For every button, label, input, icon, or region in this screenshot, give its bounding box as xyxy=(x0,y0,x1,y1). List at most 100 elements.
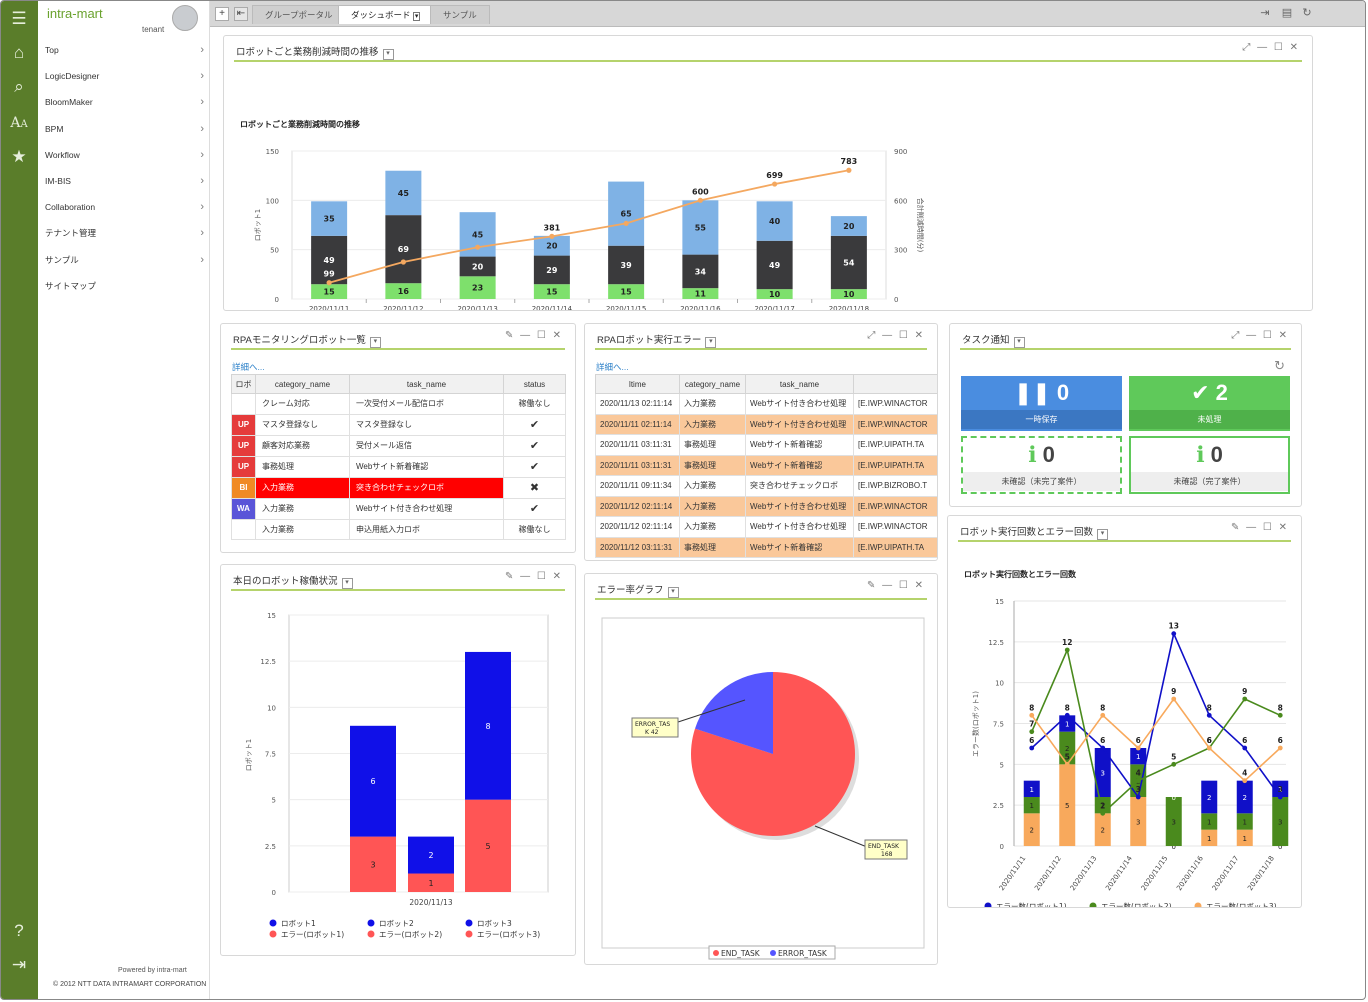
help-icon[interactable]: ? xyxy=(14,921,24,940)
refresh-icon[interactable]: ↻ xyxy=(1302,7,1312,19)
portlet-controls-icon[interactable]: ✎ — ☐ ✕ xyxy=(504,330,563,341)
callout-label: ERROR_TAS xyxy=(635,721,670,728)
status-cell: ✔ xyxy=(503,413,566,436)
column-header[interactable]: category_name xyxy=(255,374,350,394)
table-row[interactable]: UP 顧客対応業務 受付メール返信 ✔ xyxy=(231,434,566,457)
table-row[interactable]: 2020/11/11 03:11:31 事務処理 Webサイト新着確認 [E.IWP.… xyxy=(595,454,937,476)
column-header[interactable]: task_name xyxy=(745,374,854,394)
avatar[interactable] xyxy=(172,5,198,31)
table-row[interactable]: WA 入力業務 Webサイト付き合わせ処理 ✔ xyxy=(231,497,566,520)
table-row[interactable]: 2020/11/11 02:11:14 入力業務 Webサイト付き合わせ処理 [E.I… xyxy=(595,413,937,435)
search-icon[interactable]: ⌕ xyxy=(14,77,24,96)
y-tick-label: 100 xyxy=(266,197,279,205)
table-row[interactable]: UP マスタ登録なし マスタ登録なし ✔ xyxy=(231,413,566,436)
category-cell: 顧客対応業務 xyxy=(255,434,350,457)
tile-pending[interactable]: ✔ 2 未処理 xyxy=(1129,376,1290,431)
series-line xyxy=(1031,697,1281,782)
sidebar-item[interactable]: Top › xyxy=(38,39,210,65)
table-row[interactable]: 2020/11/13 02:11:14 入力業務 Webサイト付き合わせ処理 [E.I… xyxy=(595,393,937,415)
column-header[interactable]: ロボ xyxy=(231,374,256,394)
data-label: 1 xyxy=(1101,802,1105,810)
sidebar-item[interactable]: サイトマップ xyxy=(38,275,210,301)
sidebar-item[interactable]: BPM › xyxy=(38,118,210,144)
column-header[interactable]: task_name xyxy=(349,374,504,394)
logout-icon[interactable]: ⇥ xyxy=(11,955,27,974)
table-row[interactable]: BI 入力業務 突き合わせチェックロボ ✖ xyxy=(231,476,566,499)
legend-label: ロボット1 xyxy=(281,919,316,928)
portlet-controls-icon[interactable]: ✎ — ☐ ✕ xyxy=(504,571,563,582)
sidebar-item[interactable]: テナント管理 › xyxy=(38,222,210,248)
status-cell: ✖ xyxy=(503,476,566,499)
tab-menu-icon[interactable]: ▾ xyxy=(412,12,421,21)
bar-segment xyxy=(1059,764,1076,846)
sidebar-item[interactable]: LogicDesigner › xyxy=(38,65,210,91)
legend-swatch xyxy=(367,930,375,938)
time-cell: 2020/11/12 02:11:14 xyxy=(595,495,680,517)
sidebar-item[interactable]: BloomMaker › xyxy=(38,91,210,117)
expand-icon[interactable]: ⇥ xyxy=(1260,7,1270,19)
detail-link[interactable]: 詳細へ... xyxy=(596,362,629,372)
x-tick-label: 2020/11/11 xyxy=(309,305,349,310)
line-point xyxy=(1100,712,1106,718)
task-cell: Webサイト新着確認 xyxy=(349,455,504,478)
y2-tick-label: 900 xyxy=(894,148,907,156)
tile-saved[interactable]: ❚❚ 0 一時保存 xyxy=(961,376,1122,431)
layout-icon[interactable]: ▤ xyxy=(1281,7,1293,19)
star-icon[interactable]: ★ xyxy=(11,147,27,166)
tab-dashboard[interactable]: ダッシュボード ▾ xyxy=(338,5,434,24)
y-tick-label: 10 xyxy=(995,680,1004,688)
tile-unconfirmed-open[interactable]: ℹ 0 未確認（未完了案件） xyxy=(961,436,1122,494)
y-tick-label: 50 xyxy=(270,247,279,255)
table-row[interactable]: 2020/11/12 02:11:14 入力業務 Webサイト付き合わせ処理 [E.I… xyxy=(595,495,937,517)
sidebar-item[interactable]: Collaboration › xyxy=(38,196,210,222)
column-header[interactable] xyxy=(853,374,937,394)
table-row[interactable]: クレーム対応 一次受付メール配信ロボ 稼働なし xyxy=(231,393,566,415)
table-row[interactable]: 2020/11/11 03:11:31 事務処理 Webサイト新着確認 [E.IWP.… xyxy=(595,434,937,456)
x-tick-label: 2020/11/16 xyxy=(1175,854,1205,892)
tile-unconfirmed-done[interactable]: ℹ 0 未確認（完了案件） xyxy=(1129,436,1290,494)
portlet-controls-icon[interactable]: ⤢ — ☐ ✕ xyxy=(1242,42,1300,53)
collapse-icon[interactable]: ⇤ xyxy=(234,7,248,21)
copyright: © 2012 NTT DATA INTRAMART CORPORATION xyxy=(53,981,207,988)
data-label: 10 xyxy=(843,290,855,299)
sidebar-item[interactable]: Workflow › xyxy=(38,144,210,170)
bar-segment xyxy=(756,289,793,299)
bar-segment xyxy=(385,170,422,216)
table-row[interactable]: 2020/11/11 09:11:34 入力業務 突き合わせチェックロボ [E.IWP… xyxy=(595,475,937,497)
tab-sample[interactable]: サンプル xyxy=(430,5,490,24)
portlet-title[interactable]: タスク通知 xyxy=(962,332,1025,348)
column-header[interactable]: ltime xyxy=(595,374,680,394)
tenant-label[interactable]: tenant xyxy=(142,25,165,34)
column-header[interactable]: status xyxy=(503,374,566,394)
portlet-title[interactable]: エラー率グラフ xyxy=(597,582,679,598)
portlet-controls-icon[interactable]: ✎ — ☐ ✕ xyxy=(1230,522,1289,533)
menu-icon[interactable]: ☰ xyxy=(11,9,27,28)
legend-swatch xyxy=(1194,902,1202,907)
portlet-title[interactable]: RPAロボット実行エラー xyxy=(597,332,716,348)
table-row[interactable]: 2020/11/12 03:11:31 事務処理 Webサイト新着確認 [E.IWP.… xyxy=(595,536,937,558)
bar-segment xyxy=(608,245,645,285)
home-icon[interactable]: ⌂ xyxy=(13,43,25,62)
add-tab-icon[interactable]: + xyxy=(215,7,229,21)
robot-cell: [E.IWP.BIZROBO.T xyxy=(853,475,937,497)
detail-link[interactable]: 詳細へ... xyxy=(232,362,265,372)
table-row[interactable]: 入力業務 申込用紙入力ロボ 稼働なし xyxy=(231,518,566,540)
portlet-title[interactable]: 本日のロボット稼働状況 xyxy=(233,573,353,589)
portlet-title[interactable]: ロボットごと業務削減時間の推移 xyxy=(236,44,394,60)
task-cell: 一次受付メール配信ロボ xyxy=(349,393,504,415)
data-label: 15 xyxy=(621,288,633,297)
font-size-icon[interactable]: AA xyxy=(10,115,28,131)
portlet-controls-icon[interactable]: ⤢ — ☐ ✕ xyxy=(1231,330,1289,341)
bar-segment xyxy=(1023,780,1040,797)
column-header[interactable]: category_name xyxy=(679,374,746,394)
portlet-title[interactable]: RPAモニタリングロボット一覧 xyxy=(233,332,381,348)
refresh-icon[interactable]: ↻ xyxy=(1274,358,1285,373)
tab-group-portal[interactable]: グループポータル xyxy=(252,5,346,24)
table-row[interactable]: 2020/11/12 02:11:14 入力業務 Webサイト付き合わせ処理 [E.I… xyxy=(595,516,937,538)
table-row[interactable]: UP 事務処理 Webサイト新着確認 ✔ xyxy=(231,455,566,478)
portlet-controls-icon[interactable]: ✎ — ☐ ✕ xyxy=(866,580,925,591)
portlet-controls-icon[interactable]: ⤢ — ☐ ✕ xyxy=(867,330,925,341)
sidebar-item[interactable]: サンプル › xyxy=(38,249,210,275)
sidebar-item[interactable]: IM-BIS › xyxy=(38,170,210,196)
portlet-title[interactable]: ロボット実行回数とエラー回数 xyxy=(960,524,1108,540)
